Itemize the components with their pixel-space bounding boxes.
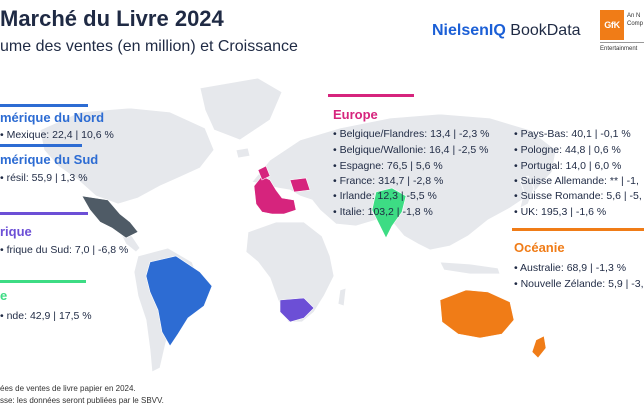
europe-item-france: • France: 314,7 | -2,8 % (333, 175, 444, 187)
europe-item-italie: • Italie: 103,2 | -1,8 % (333, 206, 433, 218)
mexico-shape (81, 195, 139, 239)
north-america-shape (39, 107, 215, 205)
nielsen-product: BookData (510, 22, 581, 39)
europe-item-portugal: • Portugal: 14,0 | 6,0 % (514, 160, 622, 172)
india-shape (371, 187, 407, 239)
page-title: Marché du Livre 2024 (0, 6, 224, 31)
europe-item-espagne: • Espagne: 76,5 | 5,6 % (333, 160, 443, 172)
europe-bar (328, 94, 414, 97)
nielsen-brand: NielsenIQ (432, 22, 506, 39)
greenland-shape (199, 77, 283, 141)
new-zealand-shape (531, 335, 547, 359)
south-america-bar (0, 144, 82, 147)
africa-shape (245, 221, 335, 323)
australia-shape (439, 289, 515, 339)
gfk-divider (600, 42, 644, 43)
europe-item-belgique-wallonie: • Belgique/Wallonie: 16,4 | -2,5 % (333, 144, 489, 156)
madagascar-shape (337, 287, 347, 307)
north-america-item: • Mexique: 22,4 | 10,6 % (0, 129, 114, 141)
oceania-bar (512, 228, 644, 231)
asia-bar (0, 280, 86, 283)
asia-title: e (0, 288, 8, 303)
footnote-2: sse: les données seront publiées par le … (0, 396, 164, 405)
africa-bar (0, 212, 88, 215)
europe-item-uk: • UK: 195,3 | -1,6 % (514, 206, 607, 218)
south-america-item: • résil: 55,9 | 1,3 % (0, 172, 88, 184)
north-america-bar (0, 104, 88, 107)
oceania-item-nouvelle-zelande: • Nouvelle Zélande: 5,9 | -3, (514, 278, 644, 290)
europe-item-suisse-romande: • Suisse Romande: 5,6 | -5, (514, 190, 642, 202)
south-america-title: mérique du Sud (0, 152, 99, 167)
indonesia-shape (439, 261, 501, 275)
footnote-1: ées de ventes de livre papier en 2024. (0, 384, 136, 393)
europe-title: Europe (333, 107, 378, 122)
europe-item-pays-bas: • Pays-Bas: 40,1 | -0,1 % (514, 128, 631, 140)
asia-item: • nde: 42,9 | 17,5 % (0, 310, 92, 322)
gfk-entertainment: Entertainment (600, 46, 638, 52)
japan-shape (519, 175, 535, 209)
north-america-title: mérique du Nord (0, 110, 105, 125)
gfk-tagline-1: An N (627, 13, 641, 19)
europe-item-irlande: • Irlande: 12,3 | -5,5 % (333, 190, 437, 202)
oceania-title: Océanie (514, 240, 565, 255)
africa-item: • frique du Sud: 7,0 | -6,8 % (0, 244, 129, 256)
gfk-tagline: An N Comp (627, 12, 643, 28)
gfk-tagline-2: Comp (627, 21, 644, 27)
south-africa-shape (279, 297, 315, 323)
nielsen-logo: NielsenIQ BookData (432, 22, 581, 40)
europe-item-belgique-flandres: • Belgique/Flandres: 13,4 | -2,3 % (333, 128, 490, 140)
africa-title: rique (0, 224, 32, 239)
eurasia-shape (251, 113, 557, 251)
iceland-shape (235, 147, 251, 159)
oceania-item-australie: • Australie: 68,9 | -1,3 % (514, 262, 627, 274)
brazil-shape (145, 255, 213, 347)
europe-item-pologne: • Pologne: 44,8 | 0,6 % (514, 144, 621, 156)
gfk-logo: GfK (600, 10, 624, 40)
europe-shape (253, 175, 297, 215)
poland-shape (289, 177, 311, 193)
uk-shape (257, 165, 271, 181)
europe-item-suisse-allemande: • Suisse Allemande: ** | -1, (514, 175, 639, 187)
page-subtitle: ume des ventes (en million) et Croissanc… (0, 38, 298, 55)
